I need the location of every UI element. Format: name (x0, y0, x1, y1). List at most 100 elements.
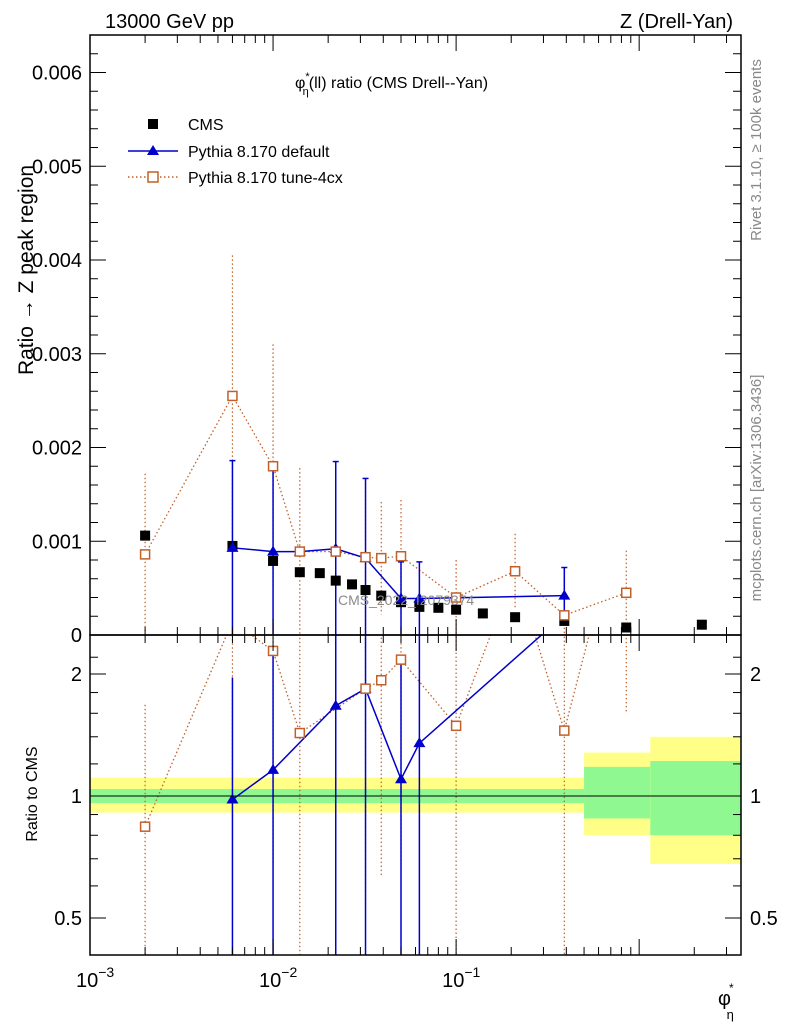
y-tick-label: 0.003 (32, 344, 82, 366)
top-panel-data (139, 255, 707, 635)
default-ratio-point (413, 737, 426, 748)
tune-ratio-point (360, 683, 371, 694)
default-point (413, 592, 426, 603)
top-title: φ* η(ll) ratio (CMS Drell--Yan) (295, 71, 488, 98)
cms-point (477, 608, 488, 619)
ratio-y-tick-label-left: 1 (71, 786, 82, 808)
legend: CMS Pythia 8.170 default Pythia 8.170 tu… (128, 117, 343, 187)
legend-marker-tune (147, 171, 159, 183)
cms-point (347, 579, 358, 590)
title-main: φ (295, 75, 305, 92)
xlabel-main: φ (718, 988, 731, 1010)
cms-point (330, 575, 341, 586)
tune-line (144, 394, 627, 617)
header-right: Z (Drell-Yan) (620, 11, 733, 33)
y-tick-label: 0.006 (32, 63, 82, 85)
legend-label-cms: CMS (188, 117, 224, 134)
default-ratio-line (232, 635, 543, 801)
header-left: 13000 GeV pp (105, 11, 234, 33)
x-tick-base: 10 (259, 970, 281, 992)
ratio-bands (90, 736, 741, 864)
y-tick-label: 0.004 (32, 250, 82, 272)
title-sup: * (305, 71, 310, 83)
default-ratio-point (395, 773, 408, 784)
default-point (395, 592, 408, 603)
watermark: CMS_2022_I2079374 (338, 592, 474, 608)
side-text-bottom: mcplots.cern.ch [arXiv:1306.3436] (748, 375, 765, 602)
default-ratio-point (329, 699, 342, 710)
ratio-y-tick-label-right: 0.5 (750, 908, 778, 930)
cms-point (414, 601, 425, 612)
cms-point (433, 602, 444, 613)
default-point (558, 589, 571, 600)
cms-point (268, 555, 279, 566)
cms-point (360, 585, 371, 595)
tune-ratio-point (395, 654, 407, 665)
cms-point (314, 568, 325, 579)
default-point (267, 545, 280, 556)
x-tick-exp: −3 (98, 964, 114, 980)
x-tick-exp: −1 (464, 964, 480, 980)
side-text-top: Rivet 3.1.10, ≥ 100k events (748, 59, 765, 241)
legend-label-tune: Pythia 8.170 tune-4cx (188, 170, 343, 187)
top-ylabel: Ratio → Z peak region (15, 165, 38, 375)
tune-point (620, 587, 632, 599)
tune-point (139, 549, 151, 560)
x-tick-label: 10−1 (442, 964, 480, 992)
tune-ratio-point (139, 821, 151, 832)
x-tick-base: 10 (442, 970, 464, 992)
xlabel-sup: * (729, 981, 734, 995)
tune-ratio-point (622, 488, 631, 497)
xlabel-sub: η (727, 1007, 734, 1022)
ratio-y-tick-label-right: 1 (750, 786, 761, 808)
x-axis-label: φ* η (718, 981, 734, 1022)
cms-point (621, 622, 632, 633)
cms-point (451, 604, 462, 615)
tune-point (330, 546, 341, 557)
y-tick-label: 0.002 (32, 438, 82, 460)
cms-point (140, 530, 151, 541)
ratio-y-tick-label-right: 2 (750, 664, 761, 686)
tune-point (559, 610, 570, 621)
cms-point (559, 615, 570, 626)
y-tick-label: 0.001 (32, 531, 82, 553)
tune-point (450, 592, 462, 603)
tune-point (395, 551, 407, 562)
default-point (226, 541, 239, 552)
y-tick-label: 0 (71, 625, 82, 647)
x-tick-base: 10 (76, 970, 98, 992)
tune-ratio-point (294, 727, 306, 739)
tune-ratio-point (450, 720, 462, 732)
tune-point (267, 461, 279, 472)
y-tick-label: 0.005 (32, 156, 82, 178)
tune-point (294, 546, 306, 557)
tune-point (360, 551, 371, 563)
legend-marker-default (147, 145, 159, 155)
legend-marker-cms (148, 119, 158, 129)
title-rest: (ll) ratio (CMS Drell--Yan) (309, 75, 488, 92)
bottom-panel-data (139, 488, 631, 955)
default-ratio-point (226, 793, 239, 804)
tune-ratio-point (559, 725, 570, 736)
ratio-y-tick-label-left: 2 (71, 664, 82, 686)
tune-ratio-point (376, 675, 387, 686)
cms-point (376, 590, 387, 601)
ratio-y-tick-label-left: 0.5 (54, 908, 82, 930)
x-tick-label: 10−3 (76, 964, 114, 992)
tune-point (376, 552, 387, 564)
legend-label-default: Pythia 8.170 default (188, 144, 330, 161)
axes: 10−3 10−2 10−100.0010.0020.0030.0040.0050.… (32, 35, 778, 992)
tune-ratio-line (144, 635, 590, 827)
x-tick-label: 10−2 (259, 964, 297, 992)
band-inner (584, 766, 651, 819)
x-tick-exp: −2 (281, 964, 297, 980)
band-inner (650, 761, 741, 836)
cms-point (294, 567, 305, 578)
cms-point (696, 619, 707, 630)
bottom-ylabel: Ratio to CMS (24, 746, 41, 841)
tune-point (227, 390, 238, 402)
title-sub: η (303, 86, 309, 98)
cms-point (510, 612, 521, 623)
tune-point (509, 566, 521, 577)
